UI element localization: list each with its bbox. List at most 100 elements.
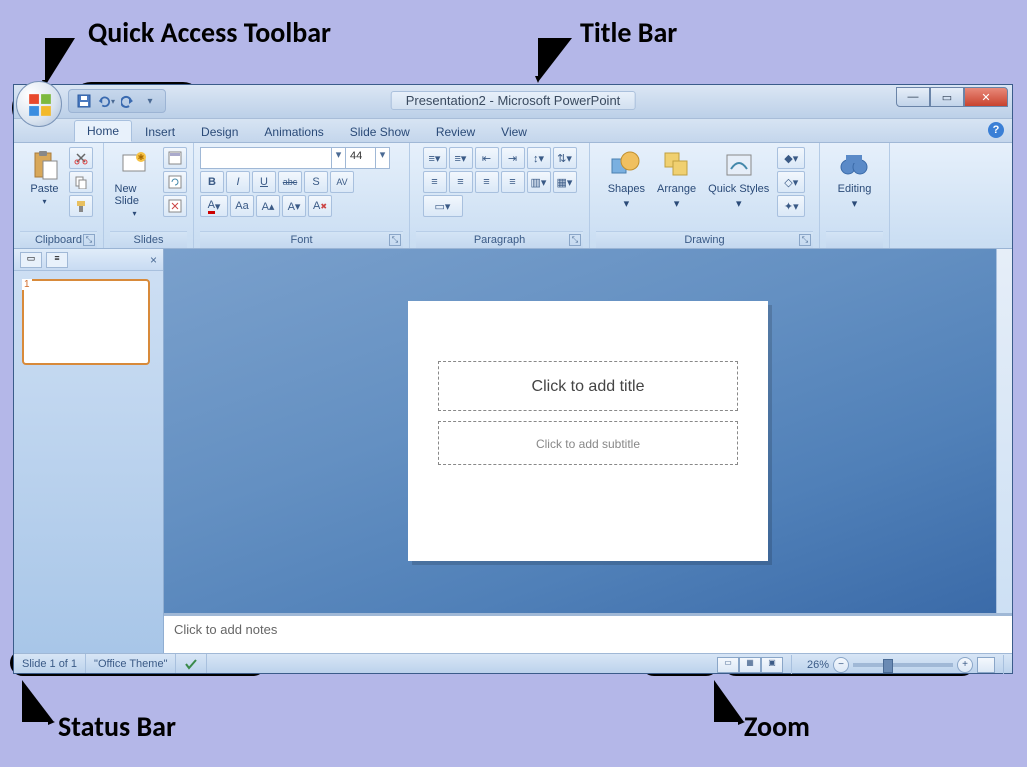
vertical-scrollbar[interactable]	[996, 249, 1012, 613]
new-slide-icon: ✱	[119, 149, 151, 181]
notes-pane[interactable]: Click to add notes	[164, 613, 1012, 653]
char-spacing-button[interactable]: AV	[330, 171, 354, 193]
zoom-slider[interactable]	[853, 663, 953, 667]
drawing-launcher[interactable]: ⤡	[799, 234, 811, 246]
shape-effects-button[interactable]: ✦▾	[777, 195, 805, 217]
quick-styles-button[interactable]: Quick Styles▾	[704, 147, 773, 212]
styles-label: Quick Styles	[708, 183, 769, 195]
tab-home[interactable]: Home	[74, 120, 132, 142]
office-logo-icon	[27, 92, 53, 118]
font-name-combo[interactable]: ▾44▾	[200, 147, 390, 169]
tab-animations[interactable]: Animations	[251, 121, 336, 142]
group-drawing: Shapes▾ Arrange▾ Quick Styles▾ ◆▾ ◇▾ ✦▾ …	[590, 143, 820, 248]
callout-quick-access: Quick Access Toolbar	[88, 18, 331, 49]
close-button[interactable]: ✕	[964, 87, 1008, 107]
italic-button[interactable]: I	[226, 171, 250, 193]
cut-button[interactable]	[69, 147, 93, 169]
ribbon-tabs: Home Insert Design Animations Slide Show…	[14, 119, 1012, 143]
zoom-out-button[interactable]: −	[833, 657, 849, 673]
bullets-button[interactable]: ≡▾	[423, 147, 447, 169]
shrink-font-button[interactable]: A▾	[282, 195, 306, 217]
work-area: ▭ ≡ × 1 Click to add title Click to add …	[14, 249, 1012, 653]
columns-button[interactable]: ▥▾	[527, 171, 551, 193]
font-color-button[interactable]: A▾	[200, 195, 228, 217]
text-direction-button[interactable]: ⇅▾	[553, 147, 577, 169]
shadow-button[interactable]: S	[304, 171, 328, 193]
align-right-button[interactable]: ≡	[475, 171, 499, 193]
normal-view-button[interactable]: ▭	[717, 657, 739, 673]
redo-button[interactable]	[119, 92, 137, 110]
outline-pane: ▭ ≡ × 1	[14, 249, 164, 653]
grow-font-button[interactable]: A▴	[256, 195, 280, 217]
tab-view[interactable]: View	[488, 121, 540, 142]
inc-indent-button[interactable]: ⇥	[501, 147, 525, 169]
delete-slide-button[interactable]	[163, 195, 187, 217]
office-button[interactable]	[16, 81, 62, 127]
strike-button[interactable]: abc	[278, 171, 302, 193]
format-painter-button[interactable]	[69, 195, 93, 217]
arrange-button[interactable]: Arrange▾	[653, 147, 700, 212]
align-left-button[interactable]: ≡	[423, 171, 447, 193]
paste-button[interactable]: Paste ▾	[25, 147, 65, 208]
tab-slideshow[interactable]: Slide Show	[337, 121, 423, 142]
subtitle-placeholder[interactable]: Click to add subtitle	[438, 421, 738, 465]
slideshow-view-button[interactable]: ▣	[761, 657, 783, 673]
sorter-view-button[interactable]: ▦	[739, 657, 761, 673]
group-clipboard: Paste ▾ Clipboard⤡	[14, 143, 104, 248]
window-controls: — ▭ ✕	[896, 87, 1008, 107]
title-placeholder[interactable]: Click to add title	[438, 361, 738, 411]
title-bar: ▾ ▾ Presentation2 - Microsoft PowerPoint…	[14, 85, 1012, 119]
clipboard-launcher[interactable]: ⤡	[83, 234, 95, 246]
shapes-button[interactable]: Shapes▾	[604, 147, 649, 212]
tab-review[interactable]: Review	[423, 121, 488, 142]
qat-customize-button[interactable]: ▾	[141, 92, 159, 110]
zoom-in-button[interactable]: +	[957, 657, 973, 673]
shape-outline-button[interactable]: ◇▾	[777, 171, 805, 193]
font-size-value[interactable]: 44	[345, 148, 375, 168]
numbering-button[interactable]: ≡▾	[449, 147, 473, 169]
main-area: Click to add title Click to add subtitle…	[164, 249, 1012, 653]
close-pane-button[interactable]: ×	[150, 253, 157, 267]
arrange-icon	[661, 149, 693, 181]
line-spacing-button[interactable]: ↕▾	[527, 147, 551, 169]
undo-button[interactable]: ▾	[97, 92, 115, 110]
tab-design[interactable]: Design	[188, 121, 251, 142]
align-center-button[interactable]: ≡	[449, 171, 473, 193]
clear-format-button[interactable]: A✖	[308, 195, 332, 217]
spellcheck-status[interactable]	[176, 654, 207, 673]
group-paragraph: ≡▾ ≡▾ ⇤ ⇥ ↕▾ ⇅▾ ≡ ≡ ≡ ≡ ▥▾ ▦▾ ▭▾	[410, 143, 590, 248]
underline-button[interactable]: U	[252, 171, 276, 193]
save-button[interactable]	[75, 92, 93, 110]
bold-button[interactable]: B	[200, 171, 224, 193]
zoom-percent[interactable]: 26%	[807, 659, 829, 671]
dec-indent-button[interactable]: ⇤	[475, 147, 499, 169]
change-case-button[interactable]: Aa	[230, 195, 254, 217]
paste-label: Paste	[30, 183, 58, 195]
paragraph-launcher[interactable]: ⤡	[569, 234, 581, 246]
slide-thumbnail[interactable]: 1	[22, 279, 150, 365]
new-slide-label: New Slide	[115, 183, 155, 207]
help-button[interactable]: ?	[988, 122, 1004, 138]
minimize-button[interactable]: —	[896, 87, 930, 107]
new-slide-button[interactable]: ✱ New Slide ▾	[111, 147, 159, 220]
layout-button[interactable]	[163, 147, 187, 169]
slide-canvas[interactable]: Click to add title Click to add subtitle	[408, 301, 768, 561]
slides-pane-tab[interactable]: ▭	[20, 252, 42, 268]
callout-status-bar: Status Bar	[58, 712, 176, 743]
convert-smartart-button[interactable]: ▭▾	[423, 195, 463, 217]
font-launcher[interactable]: ⤡	[389, 234, 401, 246]
justify-button[interactable]: ≡	[501, 171, 525, 193]
shape-fill-button[interactable]: ◆▾	[777, 147, 805, 169]
shapes-icon	[610, 149, 642, 181]
tab-insert[interactable]: Insert	[132, 121, 188, 142]
maximize-button[interactable]: ▭	[930, 87, 964, 107]
paste-icon	[29, 149, 61, 181]
copy-button[interactable]	[69, 171, 93, 193]
quick-access-toolbar: ▾ ▾	[68, 89, 166, 113]
reset-button[interactable]	[163, 171, 187, 193]
outline-pane-tab[interactable]: ≡	[46, 252, 68, 268]
fit-to-window-button[interactable]	[977, 657, 995, 673]
find-button[interactable]: Editing▾	[834, 147, 876, 212]
group-editing-label-spacer	[826, 231, 883, 248]
align-text-button[interactable]: ▦▾	[553, 171, 577, 193]
